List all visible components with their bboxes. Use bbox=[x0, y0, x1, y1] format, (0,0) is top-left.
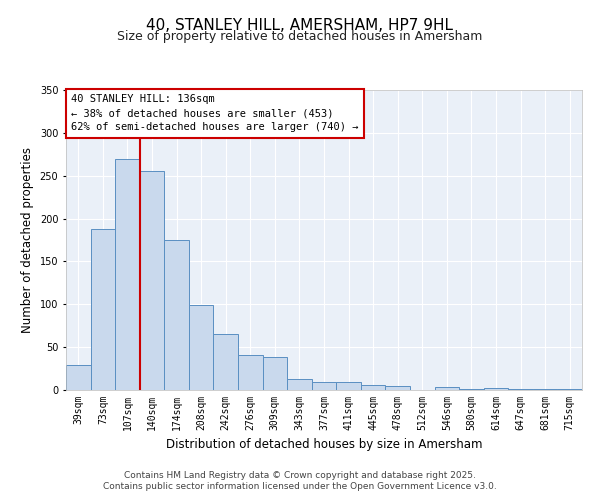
Bar bbox=[533, 389, 557, 390]
Bar bbox=[508, 389, 533, 390]
Bar bbox=[385, 386, 410, 390]
Bar bbox=[263, 358, 287, 390]
Bar bbox=[238, 355, 263, 390]
Bar bbox=[164, 240, 189, 390]
Text: 40, STANLEY HILL, AMERSHAM, HP7 9HL: 40, STANLEY HILL, AMERSHAM, HP7 9HL bbox=[146, 18, 454, 32]
Bar bbox=[287, 379, 312, 390]
Bar bbox=[312, 382, 336, 390]
Bar bbox=[459, 389, 484, 390]
Bar bbox=[189, 305, 214, 390]
Y-axis label: Number of detached properties: Number of detached properties bbox=[21, 147, 34, 333]
Bar bbox=[484, 388, 508, 390]
Text: Contains public sector information licensed under the Open Government Licence v3: Contains public sector information licen… bbox=[103, 482, 497, 491]
Bar bbox=[91, 229, 115, 390]
Text: 40 STANLEY HILL: 136sqm
← 38% of detached houses are smaller (453)
62% of semi-d: 40 STANLEY HILL: 136sqm ← 38% of detache… bbox=[71, 94, 359, 132]
Text: Size of property relative to detached houses in Amersham: Size of property relative to detached ho… bbox=[118, 30, 482, 43]
Bar bbox=[361, 385, 385, 390]
Bar bbox=[336, 382, 361, 390]
Bar bbox=[115, 160, 140, 390]
X-axis label: Distribution of detached houses by size in Amersham: Distribution of detached houses by size … bbox=[166, 438, 482, 452]
Bar bbox=[66, 365, 91, 390]
Bar bbox=[140, 172, 164, 390]
Bar bbox=[214, 334, 238, 390]
Bar bbox=[434, 386, 459, 390]
Text: Contains HM Land Registry data © Crown copyright and database right 2025.: Contains HM Land Registry data © Crown c… bbox=[124, 471, 476, 480]
Bar bbox=[557, 389, 582, 390]
